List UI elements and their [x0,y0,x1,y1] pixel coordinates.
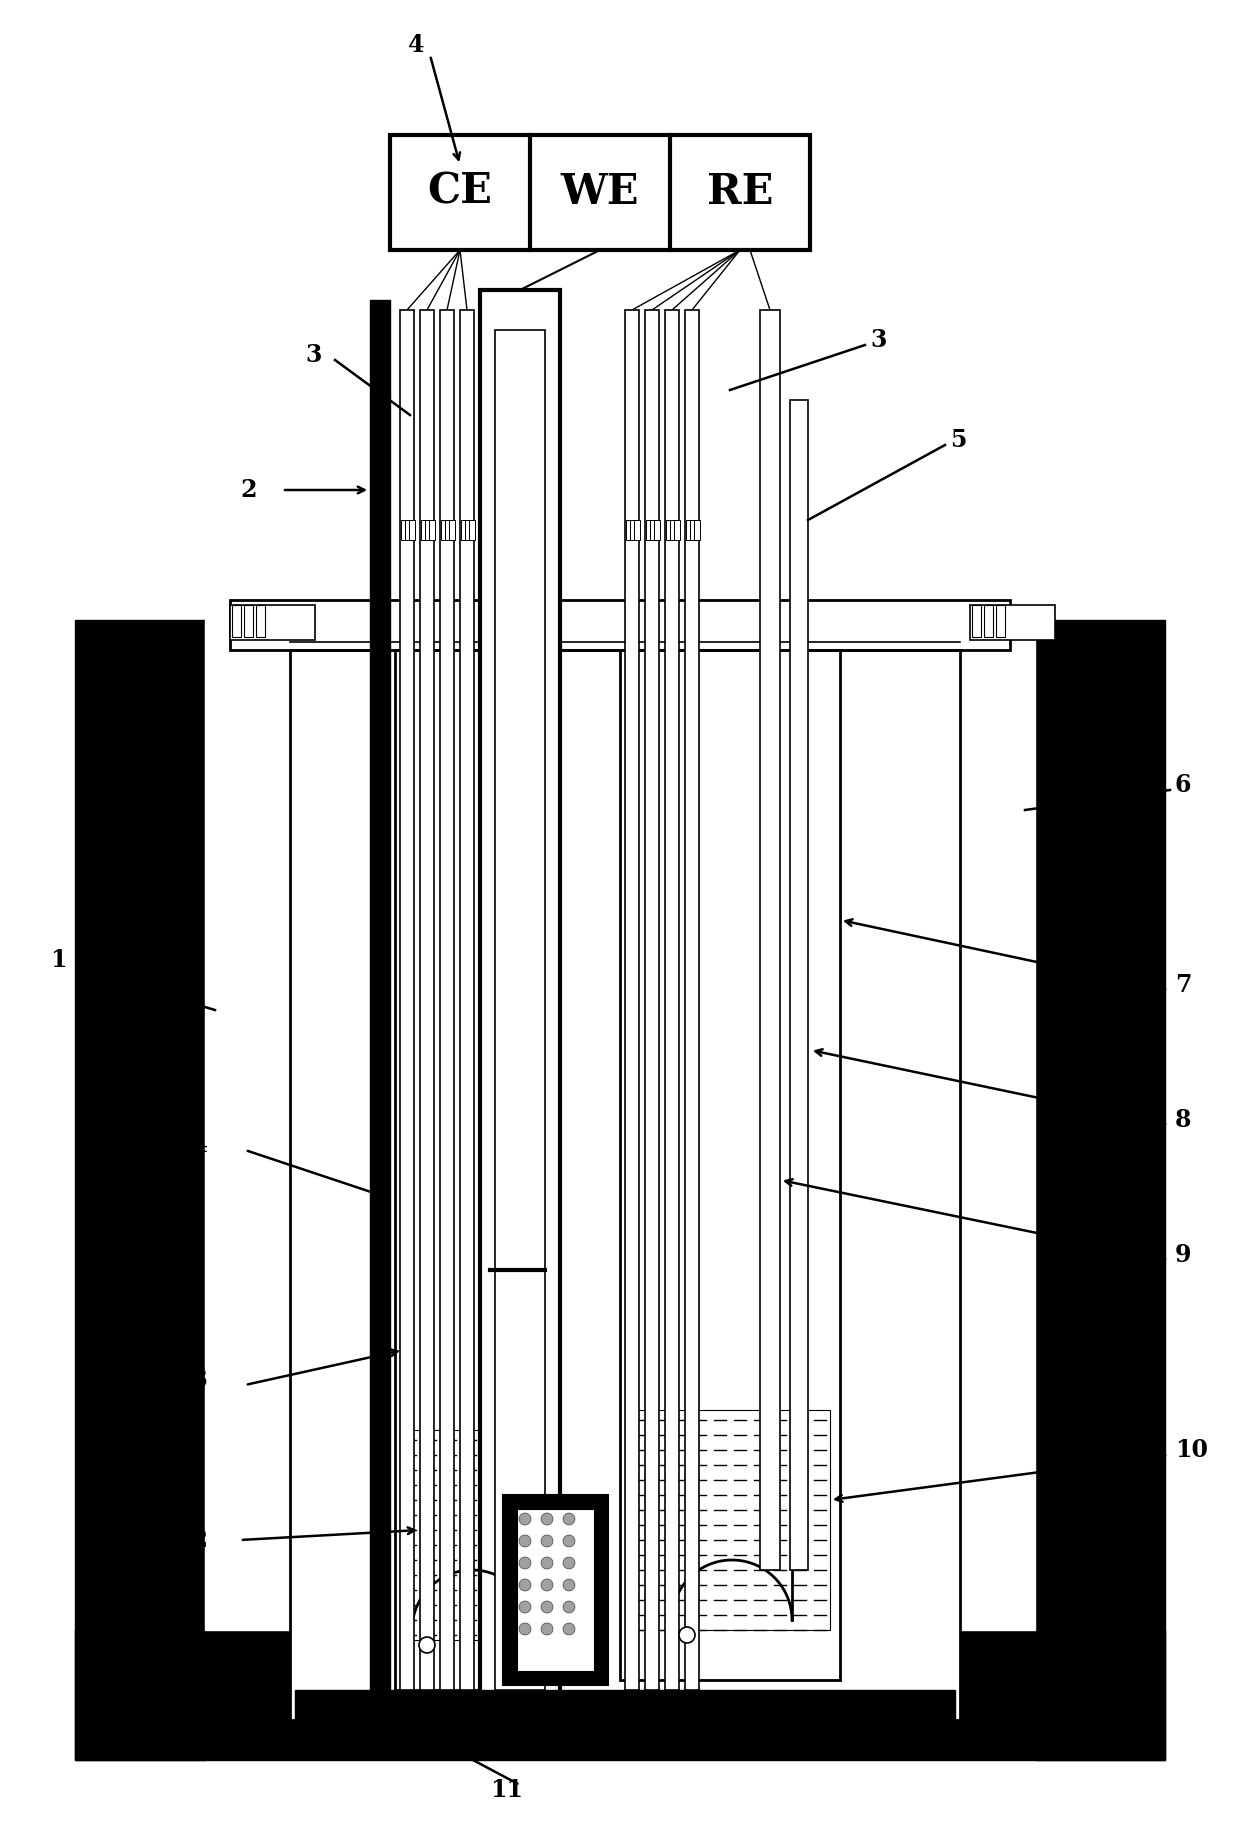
Bar [205,620,1035,1630]
Text: 10: 10 [1176,1438,1208,1462]
Bar [517,1509,594,1672]
Bar [495,330,546,1690]
Bar [391,135,810,250]
Text: 2: 2 [241,478,257,501]
Circle shape [520,1601,531,1613]
Bar [441,520,446,540]
Circle shape [563,1601,575,1613]
Circle shape [680,1626,694,1643]
Bar [675,520,680,540]
Text: 14: 14 [175,1134,208,1158]
Bar [686,520,692,540]
Text: 12: 12 [175,1528,208,1551]
Bar [465,520,471,540]
Circle shape [563,1579,575,1591]
Bar [425,520,432,540]
Bar [972,605,981,636]
Bar [625,310,639,1690]
Bar [401,310,414,1690]
Text: 11: 11 [490,1777,523,1801]
Circle shape [541,1601,553,1613]
Bar [229,600,1011,651]
Circle shape [541,1513,553,1526]
Bar [630,520,636,540]
Text: 9: 9 [1176,1243,1192,1267]
Bar [232,605,241,636]
Bar [670,520,676,540]
Text: 5: 5 [950,428,966,452]
Bar [985,605,993,636]
Bar [665,310,680,1690]
Circle shape [563,1622,575,1635]
Bar [503,1495,608,1684]
Circle shape [520,1622,531,1635]
Circle shape [520,1535,531,1548]
Text: CE: CE [428,171,492,213]
Bar [634,520,640,540]
Bar [646,520,652,540]
Bar [480,290,560,1719]
Bar [760,310,780,1570]
Bar [620,651,839,1681]
Bar [290,620,960,1719]
Circle shape [541,1557,553,1570]
Circle shape [520,1579,531,1591]
Bar [229,605,315,640]
Bar [469,520,475,540]
Bar [626,520,632,540]
Circle shape [419,1637,435,1653]
Circle shape [541,1622,553,1635]
Bar [401,1429,546,1641]
Bar [396,651,556,1690]
Bar [666,520,672,540]
Circle shape [541,1535,553,1548]
Circle shape [563,1557,575,1570]
Bar [370,301,391,1690]
Bar [996,605,1004,636]
Text: 4: 4 [408,33,424,57]
Text: 8: 8 [1176,1108,1192,1132]
Bar [461,520,467,540]
Circle shape [563,1535,575,1548]
Text: WE: WE [560,171,640,213]
Bar [255,605,265,636]
Bar [429,520,435,540]
Bar [74,1630,1166,1759]
Bar [790,399,808,1570]
Bar [630,1409,830,1630]
Bar [645,310,658,1690]
Text: 13: 13 [175,1367,208,1393]
Text: 3: 3 [870,328,887,352]
Circle shape [520,1557,531,1570]
Bar [244,605,253,636]
Bar [405,520,410,540]
Bar [689,520,696,540]
Bar [684,310,699,1690]
Bar [460,310,474,1690]
Bar [440,310,454,1690]
Bar [409,520,415,540]
Text: 1: 1 [50,948,67,972]
Bar [650,520,656,540]
Text: 6: 6 [1176,773,1192,797]
Bar [449,520,455,540]
Bar [401,520,407,540]
Circle shape [541,1579,553,1591]
Text: RE: RE [707,171,774,213]
Text: 7: 7 [1176,973,1192,997]
Text: 3: 3 [305,343,321,366]
Bar [1035,620,1166,1759]
Bar [694,520,701,540]
Bar [970,605,1055,640]
Bar [420,310,434,1690]
Bar [653,520,660,540]
Bar [422,520,427,540]
Circle shape [563,1513,575,1526]
Bar [74,620,205,1759]
Bar [295,1690,955,1719]
Bar [445,520,451,540]
Circle shape [520,1513,531,1526]
